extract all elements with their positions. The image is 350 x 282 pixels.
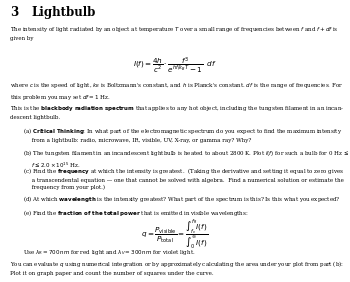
Text: You can evaluate $q$ using numerical integration or by approximately calculating: You can evaluate $q$ using numerical int…: [10, 259, 344, 276]
Text: $q = \dfrac{P_{\rm visible}}{P_{\rm total}} = \dfrac{\int_{f_v}^{f_R} I(f)}{\int: $q = \dfrac{P_{\rm visible}}{P_{\rm tota…: [141, 218, 209, 252]
Text: (b) The tungsten filament in an incandescent lightbulb is heated to about 2800 K: (b) The tungsten filament in an incandes…: [23, 148, 350, 171]
Text: (d) At which $\mathbf{wavelength}$ is the intensity greatest? What part of the s: (d) At which $\mathbf{wavelength}$ is th…: [23, 194, 341, 204]
Text: This is the $\mathbf{blackbody\ radiation\ spectrum}$ that applies to any hot ob: This is the $\mathbf{blackbody\ radiatio…: [10, 104, 345, 120]
Text: Use $\lambda_R = 700\,\rm nm$ for red light and $\lambda_V = 300\,\rm nm$ for vi: Use $\lambda_R = 700\,\rm nm$ for red li…: [23, 248, 195, 257]
Text: (c) Find the $\mathbf{frequency}$ at which the intensity is greatest.  (Taking t: (c) Find the $\mathbf{frequency}$ at whi…: [23, 166, 344, 190]
Text: The intensity of light radiated by an object at temperature $T$ over a small ran: The intensity of light radiated by an ob…: [10, 25, 339, 41]
Text: $I(f) = \dfrac{4h}{c^2} \cdot \dfrac{f^3}{e^{hf/k_BT}-1}\ \ df$: $I(f) = \dfrac{4h}{c^2} \cdot \dfrac{f^3…: [133, 55, 217, 75]
Text: (a) $\mathbf{Critical\ Thinking}$: In what part of the electromagnetic spectrum : (a) $\mathbf{Critical\ Thinking}$: In wh…: [23, 126, 342, 143]
Text: Lightbulb: Lightbulb: [32, 6, 96, 19]
Text: 3: 3: [10, 6, 19, 19]
Text: (e) Find the $\mathbf{fraction\ of\ the\ total\ power}$ that is emitted in visib: (e) Find the $\mathbf{fraction\ of\ the\…: [23, 208, 248, 218]
Text: where $c$ is the speed of light, $k_B$ is Boltzmann's constant, and $h$ is Planc: where $c$ is the speed of light, $k_B$ i…: [10, 81, 344, 102]
